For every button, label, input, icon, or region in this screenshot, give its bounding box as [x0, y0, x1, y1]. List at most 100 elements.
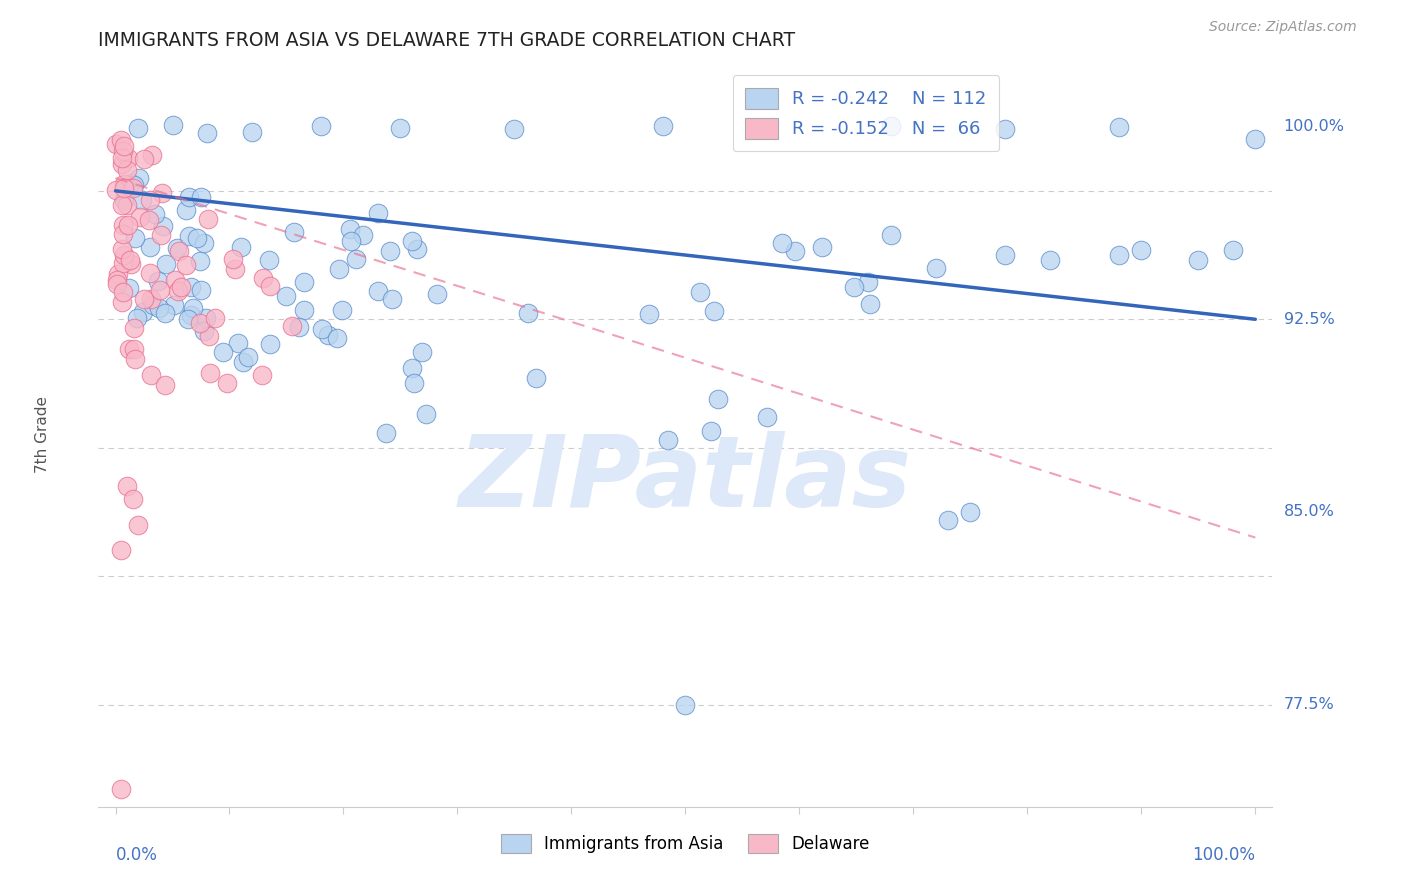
Point [129, 211, 152, 225]
Point [122, 181, 145, 195]
Point [411, 345, 433, 359]
Point [700, 424, 723, 438]
Point [340, 235, 363, 249]
Point [236, 351, 259, 365]
Text: IMMIGRANTS FROM ASIA VS DELAWARE 7TH GRADE CORRELATION CHART: IMMIGRANTS FROM ASIA VS DELAWARE 7TH GRA… [98, 31, 796, 50]
Point [198, 329, 221, 343]
Point [374, 426, 396, 441]
Point [112, 218, 135, 232]
Point [111, 295, 134, 310]
Point [132, 292, 155, 306]
Point [117, 197, 139, 211]
Point [152, 219, 174, 233]
Point [1222, 243, 1244, 257]
Point [1187, 253, 1209, 268]
Point [180, 280, 202, 294]
Point [107, 267, 129, 281]
Point [138, 213, 160, 227]
Text: 100.0%: 100.0% [1284, 120, 1344, 134]
Point [141, 368, 163, 383]
Point [240, 125, 263, 139]
Point [426, 287, 449, 301]
Text: 92.5%: 92.5% [1284, 312, 1334, 326]
Point [104, 137, 127, 152]
Point [281, 319, 304, 334]
Point [252, 270, 274, 285]
Point [139, 240, 162, 254]
Point [124, 342, 146, 356]
Point [111, 197, 134, 211]
Point [105, 183, 128, 197]
Point [195, 126, 218, 140]
Point [188, 316, 211, 330]
Point [142, 298, 165, 312]
Point [143, 207, 166, 221]
Point [112, 227, 135, 241]
Point [105, 273, 128, 287]
Point [328, 261, 350, 276]
Point [117, 152, 139, 166]
Point [131, 193, 153, 207]
Point [316, 328, 339, 343]
Point [177, 312, 200, 326]
Point [118, 342, 141, 356]
Point [232, 355, 254, 369]
Point [389, 120, 412, 135]
Point [193, 324, 215, 338]
Point [526, 371, 548, 385]
Point [128, 170, 150, 185]
Point [165, 272, 187, 286]
Point [194, 311, 217, 326]
Point [339, 222, 361, 236]
Point [516, 306, 538, 320]
Point [352, 227, 374, 242]
Point [503, 122, 526, 136]
Point [879, 120, 901, 134]
Point [200, 366, 222, 380]
Point [188, 254, 211, 268]
Point [344, 252, 367, 266]
Point [112, 181, 135, 195]
Point [167, 244, 190, 259]
Point [166, 284, 188, 298]
Point [110, 133, 132, 147]
Point [120, 257, 142, 271]
Point [117, 218, 139, 232]
Point [309, 119, 332, 133]
Text: 0.0%: 0.0% [115, 847, 157, 864]
Point [149, 227, 172, 242]
Point [120, 252, 142, 267]
Point [415, 407, 437, 421]
Point [127, 121, 149, 136]
Point [180, 308, 202, 322]
Point [1108, 248, 1130, 262]
Point [770, 236, 793, 251]
Point [162, 118, 184, 132]
Point [115, 479, 138, 493]
Point [124, 352, 146, 367]
Point [925, 260, 948, 275]
Point [125, 311, 148, 326]
Point [330, 302, 353, 317]
Point [110, 543, 132, 558]
Point [177, 190, 200, 204]
Point [111, 144, 134, 158]
Point [1244, 132, 1267, 146]
Point [186, 231, 208, 245]
Point [288, 319, 311, 334]
Point [259, 337, 281, 351]
Point [112, 139, 135, 153]
Point [139, 292, 162, 306]
Point [146, 274, 169, 288]
Point [217, 376, 239, 390]
Point [1039, 253, 1062, 268]
Point [131, 305, 153, 319]
Point [292, 275, 315, 289]
Point [257, 253, 280, 268]
Point [292, 302, 315, 317]
Point [993, 248, 1015, 262]
Point [229, 240, 252, 254]
Point [703, 303, 725, 318]
Point [401, 234, 423, 248]
Point [226, 336, 249, 351]
